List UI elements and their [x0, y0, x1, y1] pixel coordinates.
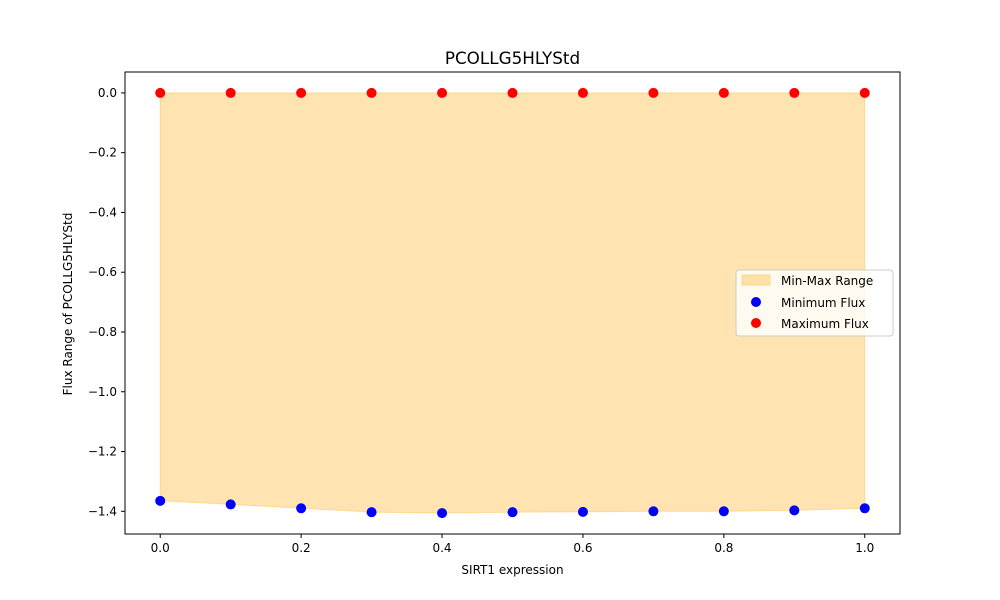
x-tick-label: 0.8: [714, 541, 733, 555]
min-flux-point: [155, 495, 166, 506]
legend: Min-Max Range Minimum Flux Maximum Flux: [735, 269, 894, 337]
min-flux-point: [366, 507, 377, 518]
max-flux-point: [859, 87, 870, 98]
min-flux-point: [789, 505, 800, 516]
plot-frame: [124, 71, 901, 535]
y-tick-label: −1.2: [88, 445, 117, 459]
x-tick-label: 1.0: [855, 541, 874, 555]
legend-swatch-range: [741, 274, 771, 286]
x-tick-label: 0.6: [573, 541, 592, 555]
legend-marker-min: [751, 297, 761, 307]
y-axis-label: Flux Range of PCOLLG5HLYStd: [61, 213, 75, 396]
legend-label-min: Minimum Flux: [781, 296, 865, 310]
legend-box: [735, 269, 894, 337]
min-flux-point: [437, 508, 448, 519]
chart-title: PCOLLG5HLYStd: [445, 48, 580, 68]
plot-area: 0.0 0.2 0.4 0.6 0.8 1.0 0.0 −0.2 −0.4 −0.6 −0.8 −1.…: [88, 71, 901, 555]
x-tick-label: 0.0: [151, 541, 170, 555]
min-flux-point: [296, 503, 307, 514]
max-flux-point: [507, 87, 518, 98]
max-flux-point: [648, 87, 659, 98]
x-axis-label: SIRT1 expression: [461, 563, 563, 577]
y-tick-label: −0.8: [88, 325, 117, 339]
max-flux-point: [437, 87, 448, 98]
y-tick-label: −0.6: [88, 265, 117, 279]
legend-label-range: Min-Max Range: [781, 274, 873, 288]
y-tick-label: 0.0: [98, 86, 117, 100]
legend-label-max: Maximum Flux: [781, 317, 869, 331]
min-flux-point: [225, 499, 236, 510]
legend-marker-max: [751, 318, 761, 328]
max-flux-point: [366, 87, 377, 98]
y-tick-label: −0.2: [88, 146, 117, 160]
min-flux-point: [859, 503, 870, 514]
x-tick-label: 0.2: [292, 541, 311, 555]
y-tick-label: −0.4: [88, 205, 117, 219]
min-flux-point: [718, 506, 729, 517]
min-flux-point: [648, 506, 659, 517]
max-flux-point: [718, 87, 729, 98]
min-flux-point: [577, 506, 588, 517]
x-tick-label: 0.4: [432, 541, 451, 555]
max-flux-point: [577, 87, 588, 98]
y-tick-label: −1.0: [88, 385, 117, 399]
y-tick-label: −1.4: [88, 504, 117, 518]
max-flux-point: [789, 87, 800, 98]
max-flux-point: [296, 87, 307, 98]
max-flux-point: [225, 87, 236, 98]
max-flux-point: [155, 87, 166, 98]
min-flux-point: [507, 507, 518, 518]
